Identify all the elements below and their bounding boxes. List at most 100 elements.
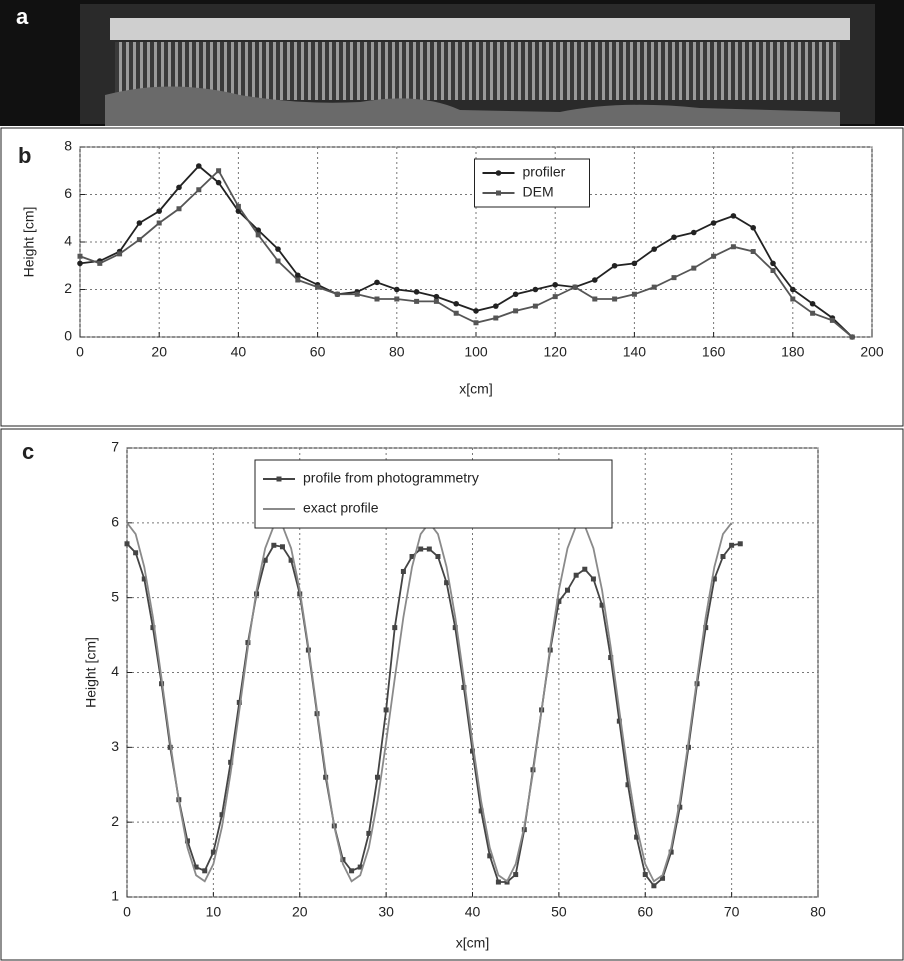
marker	[433, 298, 439, 304]
marker	[216, 168, 222, 174]
photo-pins	[115, 42, 840, 100]
x-tick-label: 20	[151, 344, 167, 360]
marker	[608, 655, 614, 661]
marker	[435, 554, 441, 560]
marker	[77, 253, 83, 259]
marker	[565, 587, 571, 593]
marker	[262, 557, 268, 563]
marker	[150, 625, 156, 631]
marker	[552, 294, 558, 300]
panel-label: b	[18, 143, 31, 168]
marker	[730, 213, 737, 219]
marker	[790, 286, 796, 293]
marker	[513, 308, 519, 314]
marker	[418, 546, 424, 552]
marker	[634, 834, 640, 840]
marker	[473, 320, 479, 326]
panel-border	[0, 127, 904, 427]
marker	[651, 883, 657, 889]
marker	[552, 281, 558, 288]
marker	[582, 566, 588, 572]
marker	[349, 868, 355, 874]
marker	[512, 291, 519, 298]
y-tick-label: 8	[64, 138, 72, 154]
marker	[478, 808, 484, 814]
marker	[631, 260, 638, 267]
marker	[354, 291, 360, 297]
marker	[611, 262, 618, 269]
marker	[414, 298, 420, 304]
photo-panel: a	[0, 0, 904, 126]
marker	[592, 296, 598, 302]
marker	[616, 718, 622, 724]
marker	[136, 220, 143, 226]
x-tick-label: 140	[623, 344, 647, 360]
marker	[703, 625, 709, 631]
marker	[710, 220, 717, 226]
x-tick-label: 20	[292, 904, 308, 920]
marker	[556, 598, 562, 604]
photo-sand	[105, 86, 840, 126]
marker	[625, 782, 631, 788]
marker	[631, 291, 637, 297]
marker	[124, 541, 130, 547]
x-tick-label: 120	[544, 344, 568, 360]
x-tick-label: 0	[123, 904, 131, 920]
marker	[711, 253, 717, 259]
data-line	[79, 169, 853, 338]
marker	[572, 284, 578, 290]
x-tick-label: 160	[702, 344, 726, 360]
marker	[279, 544, 285, 550]
x-tick-label: 40	[231, 344, 247, 360]
marker	[255, 232, 261, 238]
y-tick-label: 7	[111, 439, 119, 455]
marker	[366, 830, 372, 836]
marker	[275, 258, 281, 264]
marker	[651, 284, 657, 290]
marker	[210, 849, 216, 855]
marker	[461, 684, 467, 690]
x-tick-label: 40	[465, 904, 481, 920]
marker	[392, 625, 398, 631]
marker	[513, 872, 519, 878]
marker	[77, 260, 83, 267]
marker	[612, 296, 618, 302]
marker	[671, 234, 677, 241]
marker	[711, 576, 717, 582]
marker	[473, 308, 479, 314]
marker	[394, 286, 400, 293]
marker	[295, 272, 301, 279]
marker	[196, 187, 202, 193]
panel-border	[0, 428, 904, 961]
marker	[651, 246, 657, 252]
marker	[374, 279, 380, 286]
photo-ruler	[110, 18, 850, 40]
x-tick-label: 30	[378, 904, 394, 920]
marker	[236, 699, 242, 705]
marker	[453, 300, 460, 307]
marker	[156, 220, 162, 226]
marker	[444, 580, 450, 586]
marker	[156, 208, 162, 214]
marker	[202, 868, 208, 874]
marker	[770, 260, 776, 267]
x-tick-label: 60	[310, 344, 326, 360]
y-tick-label: 0	[64, 328, 72, 344]
marker	[219, 812, 225, 818]
marker	[141, 576, 147, 582]
marker	[97, 260, 103, 266]
marker	[228, 759, 234, 765]
marker	[668, 849, 674, 855]
marker	[383, 707, 389, 713]
marker	[642, 872, 648, 878]
marker	[495, 879, 501, 885]
marker	[849, 334, 855, 340]
marker	[288, 557, 294, 563]
y-axis-label: Height [cm]	[21, 207, 37, 278]
marker	[409, 554, 415, 560]
y-tick-label: 1	[111, 888, 119, 904]
marker	[176, 206, 182, 212]
y-tick-label: 5	[111, 588, 119, 604]
marker	[532, 303, 538, 309]
marker	[660, 875, 666, 881]
